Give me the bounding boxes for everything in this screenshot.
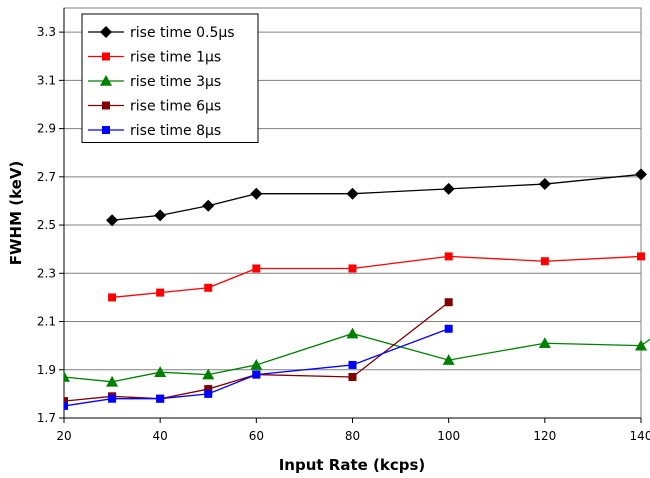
data-point <box>444 298 453 307</box>
legend-label: rise time 8µs <box>130 123 221 139</box>
x-tick-label: 60 <box>249 429 264 443</box>
series-1 <box>106 168 647 227</box>
y-axis-title: FWHM (keV) <box>7 161 25 266</box>
legend-swatch-marker <box>102 101 110 110</box>
y-tick-label: 1.7 <box>37 411 56 425</box>
data-point <box>64 397 68 406</box>
legend-label: rise time 0.5µs <box>130 25 235 41</box>
data-point <box>635 339 647 351</box>
data-point <box>106 214 119 227</box>
data-point <box>156 394 165 403</box>
data-point <box>156 288 165 297</box>
data-point <box>348 360 357 369</box>
data-point <box>444 324 453 333</box>
y-tick-label: 2.1 <box>37 315 56 329</box>
data-point <box>250 187 263 200</box>
x-tick-label: 140 <box>630 429 650 443</box>
series-line <box>112 255 642 299</box>
series-line <box>64 332 650 383</box>
data-point <box>64 401 68 410</box>
data-point <box>538 178 551 191</box>
data-point <box>252 264 261 273</box>
data-point <box>108 293 117 302</box>
data-point <box>202 368 215 380</box>
data-point <box>538 337 551 349</box>
axes: 1.7 1.9 2.1 2.3 2.5 2.7 2.9 3.1 3.3 20 40 60 80 100 12… <box>37 8 650 443</box>
legend-label: rise time 1µs <box>130 50 221 66</box>
y-tick-label: 2.7 <box>37 170 56 184</box>
legend-item: rise time 6µs <box>88 99 221 115</box>
data-point <box>64 371 70 382</box>
x-tick-label: 100 <box>437 429 460 443</box>
data-point <box>154 209 167 222</box>
data-point <box>635 168 647 181</box>
legend-box <box>81 13 259 143</box>
data-point <box>442 354 455 365</box>
data-point <box>204 385 213 394</box>
legend-label: rise time 6µs <box>130 99 221 115</box>
legend-item: rise time 8µs <box>88 123 221 139</box>
y-tick-label: 2.9 <box>37 122 56 136</box>
data-point <box>202 199 215 212</box>
y-tick-label: 2.5 <box>37 218 56 232</box>
legend-swatch-marker <box>100 26 112 38</box>
series-4 <box>64 298 453 406</box>
y-tick-label: 3.3 <box>37 25 56 39</box>
data-point <box>637 252 645 261</box>
data-point <box>346 187 359 200</box>
data-point <box>540 257 549 266</box>
y-tick-label: 1.9 <box>37 363 56 377</box>
x-tick-label: 80 <box>345 429 360 443</box>
y-tick-label: 2.3 <box>37 266 56 280</box>
series-5 <box>64 324 453 410</box>
legend-item: rise time 0.5µs <box>88 25 235 41</box>
legend-item: rise time 1µs <box>88 50 221 66</box>
data-series <box>64 168 650 410</box>
x-tick-label: 20 <box>56 429 71 443</box>
data-point <box>108 394 117 403</box>
y-tick-label: 3.1 <box>37 73 56 87</box>
series-line <box>112 173 642 221</box>
data-point <box>154 366 167 377</box>
series-line <box>64 301 450 402</box>
data-point <box>250 358 263 370</box>
legend-label: rise time 3µs <box>130 74 221 90</box>
legend-swatch-marker <box>100 75 112 86</box>
data-point <box>252 370 261 379</box>
data-point <box>346 327 359 339</box>
data-point <box>444 252 453 261</box>
series-2 <box>108 252 645 302</box>
data-point <box>442 182 455 195</box>
legend-swatch-marker <box>102 126 110 134</box>
legend: rise time 0.5µs rise time 1µs rise time 3µ… <box>81 13 259 143</box>
data-point <box>348 264 357 273</box>
legend-item: rise time 3µs <box>88 74 221 90</box>
x-tick-label: 40 <box>153 429 168 443</box>
data-point <box>204 389 213 398</box>
series-3 <box>64 327 650 387</box>
data-point <box>348 373 357 381</box>
data-point <box>204 283 213 292</box>
x-tick-label: 120 <box>533 429 556 443</box>
legend-swatch-marker <box>102 52 110 61</box>
x-axis-title: Input Rate (kcps) <box>279 456 426 474</box>
data-point <box>106 375 119 387</box>
